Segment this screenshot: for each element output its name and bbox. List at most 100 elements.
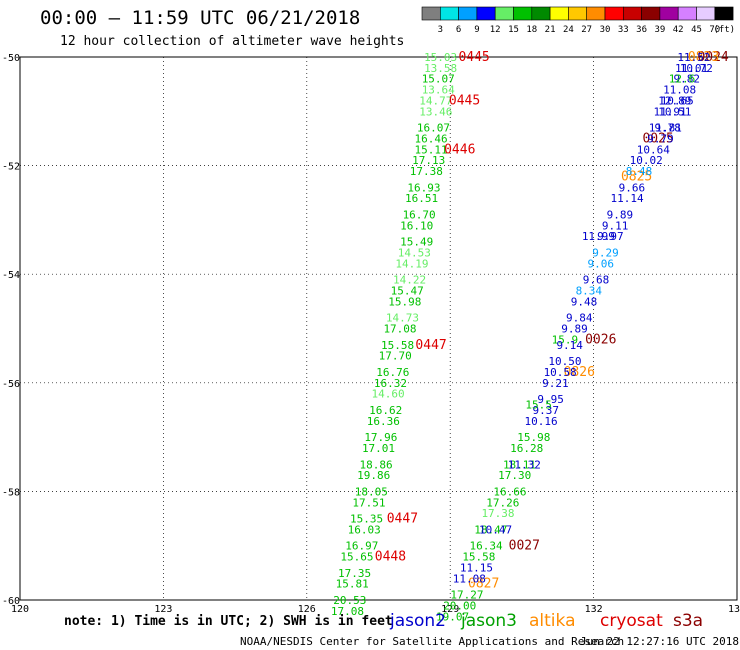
wave-height-label: 16.10 (400, 219, 433, 232)
wave-height-label: 10.65 (661, 94, 694, 107)
color-scale-label: 21 (545, 25, 556, 35)
color-swatch (586, 6, 606, 21)
wave-height-label: 15.58 (462, 551, 495, 564)
color-swatch (421, 6, 441, 21)
wave-height-label: 9.37 (533, 404, 560, 417)
wave-height-label: 11.14 (610, 192, 643, 205)
wave-height-label: 10.47 (479, 523, 512, 536)
wave-height-label: 9.21 (542, 377, 569, 390)
color-swatch (458, 6, 478, 21)
color-scale-label: 45 (691, 25, 702, 35)
wave-height-label: 17.38 (481, 507, 514, 520)
color-swatch (659, 6, 679, 21)
satellite-legend: jason2 jason3 altika cryosat s3a (389, 611, 703, 631)
wave-height-label: 17.08 (383, 323, 416, 336)
color-scale-label: 70 (709, 25, 720, 35)
wave-height-label: 16.66 (493, 485, 526, 498)
color-scale-label: 15 (508, 25, 519, 35)
pass-time-label: 0446 (444, 142, 475, 157)
color-scale-label: 24 (563, 25, 574, 35)
wave-height-label: 15.81 (336, 578, 369, 591)
wave-height-label: 15.58 (381, 339, 414, 352)
wave-height-label: 15.47 (391, 284, 424, 297)
y-axis-ticks: -50 -52 -54 -56 -58 -60 (2, 53, 20, 607)
legend-entry-jason2: jason2 (389, 611, 446, 631)
wave-height-label: 19.07 (436, 610, 469, 623)
wave-height-label: 9.66 (619, 181, 646, 194)
color-swatch (439, 6, 459, 21)
color-scale-label: 39 (654, 25, 665, 35)
wave-height-label: 9.78 (654, 122, 681, 135)
wave-height-label: 9.06 (588, 257, 615, 270)
color-swatch (641, 6, 661, 21)
wave-height-label: 9.84 (566, 312, 593, 325)
wave-height-label: 18.47 (474, 523, 507, 536)
color-swatch (622, 6, 642, 21)
wave-height-label: 13.46 (419, 105, 452, 118)
wave-height-label: 11.32 (508, 458, 541, 471)
color-scale-unit: (ft) (713, 25, 735, 35)
wave-height-label: 9.97 (597, 230, 624, 243)
color-scale-label: 6 (456, 25, 461, 35)
wave-height-label: 9.89 (561, 323, 588, 336)
y-tick-label: -58 (2, 487, 20, 498)
pass-time-label: 0826 (564, 365, 595, 380)
wave-height-label: 11.08 (663, 84, 696, 97)
color-swatch (604, 6, 624, 21)
pass-time-label: 0827 (468, 577, 499, 592)
wave-height-label: 19.86 (357, 469, 390, 482)
pass-time-label: 0825 (621, 169, 652, 184)
color-swatch (494, 6, 514, 21)
footer-credit: NOAA/NESDIS Center for Satellite Applica… (240, 635, 624, 648)
wave-height-label: 10.16 (524, 415, 557, 428)
wave-height-label: 12.6 (669, 73, 696, 86)
color-swatch (549, 6, 569, 21)
wave-height-label: 12.89 (658, 94, 691, 107)
wave-height-label: 10.72 (680, 62, 713, 75)
x-axis-ticks: 120 123 126 129 132 135 (11, 604, 740, 615)
wave-height-label: 11.15 (460, 561, 493, 574)
wave-height-label: 16.70 (403, 208, 436, 221)
chart-subtitle: 12 hour collection of altimeter wave hei… (60, 34, 404, 49)
wave-height-label: 15.35 (350, 513, 383, 526)
pass-time-label: 0447 (387, 512, 418, 527)
wave-height-label: 15.98 (388, 295, 421, 308)
wave-height-label: 17.35 (338, 567, 371, 580)
chart-title: 00:00 – 11:59 UTC 06/21/2018 (40, 7, 360, 29)
wave-height-label: 10.50 (548, 355, 581, 368)
wave-height-label: 14.19 (395, 257, 428, 270)
wave-height-label: 17.13 (412, 154, 445, 167)
wave-height-label: 16.07 (417, 122, 450, 135)
wave-height-label: 11.52 (677, 51, 710, 64)
wave-height-label: 17.70 (379, 350, 412, 363)
x-tick-label: 123 (154, 604, 172, 615)
wave-height-label: 17.01 (362, 442, 395, 455)
y-tick-label: -50 (2, 53, 20, 64)
wave-height-label: 16.32 (374, 377, 407, 390)
color-scale-label: 3 (438, 25, 443, 35)
pass-time-label: 0823 (688, 50, 719, 65)
pass-time-label: 0024 (697, 50, 728, 65)
wave-height-label: 9.79 (647, 132, 674, 145)
x-tick-label: 132 (585, 604, 603, 615)
color-swatch (696, 6, 716, 21)
pass-time-label: 0026 (585, 332, 616, 347)
wave-height-label: 15.49 (400, 236, 433, 249)
wave-height-label: 14.60 (371, 388, 404, 401)
wave-height-label: 8.48 (626, 165, 653, 178)
x-tick-label: 135 (728, 604, 740, 615)
wave-height-label: 14.53 (398, 246, 431, 259)
legend-entry-altika: altika (529, 611, 576, 631)
color-scale-label: 42 (673, 25, 684, 35)
wave-height-label: 11.01 (675, 62, 708, 75)
y-tick-label: -60 (2, 596, 20, 607)
wave-height-label: 20.53 (333, 594, 366, 607)
footer-timestamp: Jun 22 12:27:16 UTC 2018 (580, 635, 739, 648)
wave-height-label: 17.30 (498, 469, 531, 482)
wave-height-label: 9.95 (537, 393, 564, 406)
footer-note: note: 1) Time is in UTC; 2) SWH is in fe… (64, 614, 393, 629)
wave-height-label: 15.5 (525, 399, 552, 412)
wave-height-label: 17.26 (486, 496, 519, 509)
wave-height-label: 15.65 (340, 551, 373, 564)
